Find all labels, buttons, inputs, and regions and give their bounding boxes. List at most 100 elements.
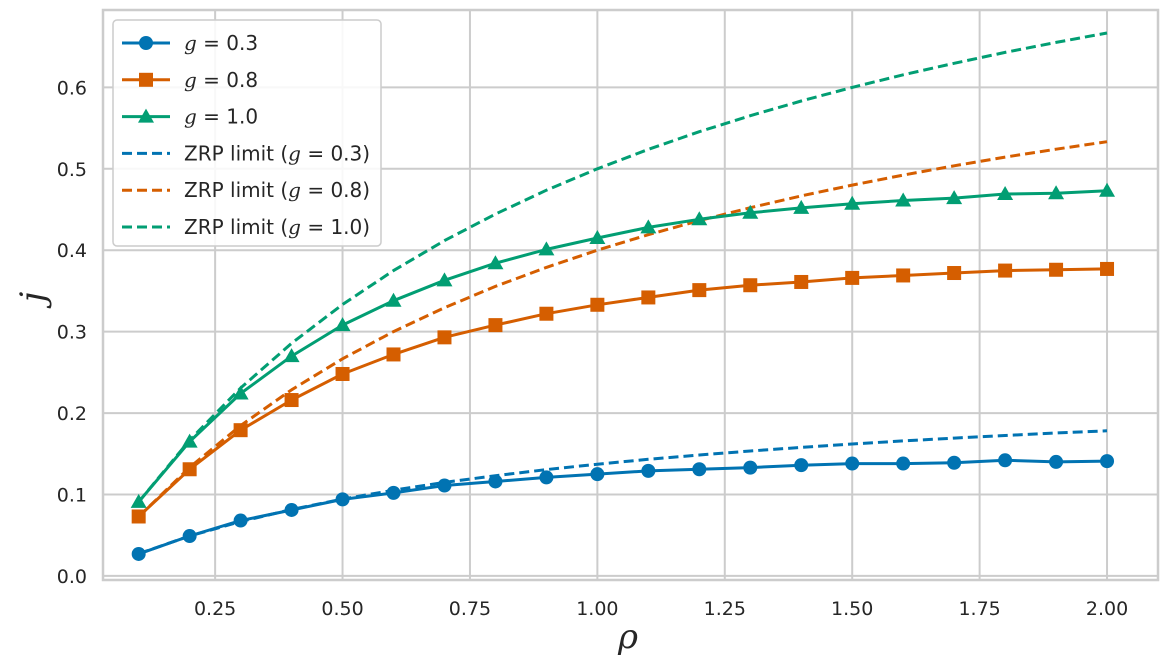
series-4 [137,140,1108,518]
data-point [283,348,300,363]
legend-item: g = 0.3 [122,31,258,55]
legend-marker [138,108,154,123]
x-tick-label: 1.25 [704,598,746,620]
y-tick-label: 0.1 [57,485,87,507]
y-tick-label: 0.2 [57,403,87,425]
data-point [1049,262,1064,277]
legend-item: g = 1.0 [122,105,258,129]
series-0 [131,453,1115,561]
data-point [896,268,911,283]
y-tick-label: 0.4 [57,240,87,262]
y-tick-label: 0.0 [57,566,87,588]
data-point [895,192,912,207]
x-tick-label: 0.50 [321,598,363,620]
data-point [131,546,146,561]
legend-label: g = 0.8 [184,68,258,92]
data-point [590,297,605,312]
data-point [385,292,402,307]
data-point [131,509,146,524]
data-point [998,263,1013,278]
data-point [692,462,707,477]
data-point [845,456,860,471]
zrp-limit-line [137,140,1108,518]
data-point [1049,454,1064,469]
data-point [641,290,656,305]
x-tick-label: 1.50 [831,598,873,620]
data-point [794,458,809,473]
data-point [997,186,1014,201]
data-point [794,274,809,289]
series-line [137,267,1108,518]
data-point [335,366,350,381]
data-point [641,463,656,478]
series-1 [131,261,1115,524]
legend-label: g = 1.0 [184,105,258,129]
data-point [692,283,707,298]
grid [103,10,1158,580]
data-point [232,385,249,400]
legend-marker [139,36,153,50]
x-tick-label: 1.00 [576,598,618,620]
y-tick-label: 0.6 [57,77,87,99]
data-point [793,199,810,214]
data-point [743,278,758,293]
data-point [896,456,911,471]
legend-item: ZRP limit (g = 0.8) [122,178,370,202]
data-point [437,330,452,345]
data-point [436,272,453,287]
data-point [1100,454,1115,469]
x-tick-label: 0.75 [449,598,491,620]
data-point [844,195,861,210]
legend-label: ZRP limit (g = 0.8) [184,178,370,202]
data-point [130,493,147,508]
data-point [182,529,197,544]
data-point [182,462,197,477]
data-point [1048,185,1065,200]
data-point [538,241,555,256]
legend-item: ZRP limit (g = 0.3) [122,141,370,165]
x-axis-label: ρ [617,617,638,657]
series-layer [130,31,1116,561]
legend-marker [139,72,153,87]
data-point [437,478,452,493]
x-tick-label: 2.00 [1086,598,1128,620]
y-tick-label: 0.5 [57,159,87,181]
legend-label: ZRP limit (g = 1.0) [184,215,370,239]
data-point [181,433,198,448]
legend-item: g = 0.8 [122,68,258,92]
x-tick-label: 1.75 [958,598,1000,620]
legend-label: g = 0.3 [184,31,258,55]
data-point [590,467,605,482]
data-point [233,423,248,438]
data-point [539,470,554,485]
data-point [691,211,708,226]
data-point [947,455,962,470]
data-point [742,204,759,219]
data-point [589,230,606,244]
ticks: 0.25 0.50 0.75 1.00 1.25 1.50 1.75 2.00 0.0 0.1 0.… [57,77,1128,620]
data-point [539,306,554,321]
y-axis-label: j [13,291,53,309]
data-point [947,266,962,281]
legend: g = 0.3 g = 0.8 g = 1.0 ZRP limit (g = 0.3)… [112,19,382,247]
y-tick-label: 0.3 [57,322,87,344]
data-point [284,502,299,517]
data-point [743,460,758,475]
data-point [487,255,504,270]
data-point [488,474,503,489]
data-point [284,393,299,408]
series-line [137,189,1108,503]
data-point [233,513,248,528]
plot-frame [101,8,1160,582]
data-point [946,190,963,205]
zrp-limit-line [137,31,1108,503]
data-point [640,219,657,234]
legend-box [112,19,382,247]
data-point [1100,261,1115,276]
series-2 [130,182,1116,508]
series-5 [137,31,1108,503]
legend-label: ZRP limit (g = 0.3) [184,141,370,165]
data-point [1099,182,1116,197]
data-point [845,270,860,285]
